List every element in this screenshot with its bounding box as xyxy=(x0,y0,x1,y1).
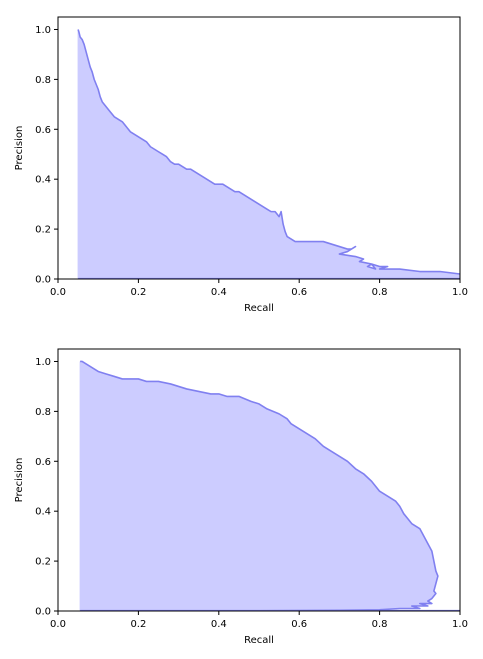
y-axis-label: Precision xyxy=(14,126,25,171)
y-tick-label: 0.0 xyxy=(35,607,51,618)
y-tick-label: 0.0 xyxy=(35,275,51,286)
x-axis-label: Recall xyxy=(244,303,274,314)
pr-curve-line xyxy=(77,29,461,275)
y-tick-label: 0.4 xyxy=(35,507,51,518)
y-tick-label: 1.0 xyxy=(35,25,51,36)
x-axis-label: Recall xyxy=(244,635,274,646)
pr-area-fill xyxy=(78,29,460,279)
x-tick-label: 0.4 xyxy=(211,619,227,630)
x-tick-label: 0.6 xyxy=(291,619,307,630)
x-tick-label: 0.0 xyxy=(50,619,66,630)
x-tick-label: 1.0 xyxy=(452,619,468,630)
y-tick-label: 0.4 xyxy=(35,175,51,186)
y-tick-label: 1.0 xyxy=(35,357,51,368)
x-tick-label: 0.0 xyxy=(50,287,66,298)
x-tick-label: 0.2 xyxy=(130,619,146,630)
x-tick-label: 0.2 xyxy=(130,287,146,298)
y-tick-label: 0.8 xyxy=(35,407,51,418)
pr-curve-chart-top: 0.0 0.2 0.4 0.6 0.8 1.0 0.0 0.2 0.4 0.6 0.8 1.0 Reca… xyxy=(14,16,468,314)
pr-curve-line xyxy=(80,360,439,612)
y-axis-label: Precision xyxy=(14,458,25,503)
axes-frame xyxy=(57,16,461,280)
y-tick-label: 0.2 xyxy=(35,225,51,236)
x-tick-label: 0.6 xyxy=(291,287,307,298)
y-tick-label: 0.6 xyxy=(35,125,51,136)
x-tick-label: 0.8 xyxy=(372,619,388,630)
axes-frame xyxy=(57,348,461,612)
y-tick-label: 0.2 xyxy=(35,557,51,568)
x-tick-label: 0.4 xyxy=(211,287,227,298)
x-tick-label: 0.8 xyxy=(372,287,388,298)
y-tick-label: 0.6 xyxy=(35,457,51,468)
pr-curve-chart-bottom: 0.0 0.2 0.4 0.6 0.8 1.0 0.0 0.2 0.4 0.6 0.8 1.0 Reca… xyxy=(14,348,468,646)
x-tick-label: 1.0 xyxy=(452,287,468,298)
pr-area-fill xyxy=(80,361,438,611)
y-tick-label: 0.8 xyxy=(35,75,51,86)
